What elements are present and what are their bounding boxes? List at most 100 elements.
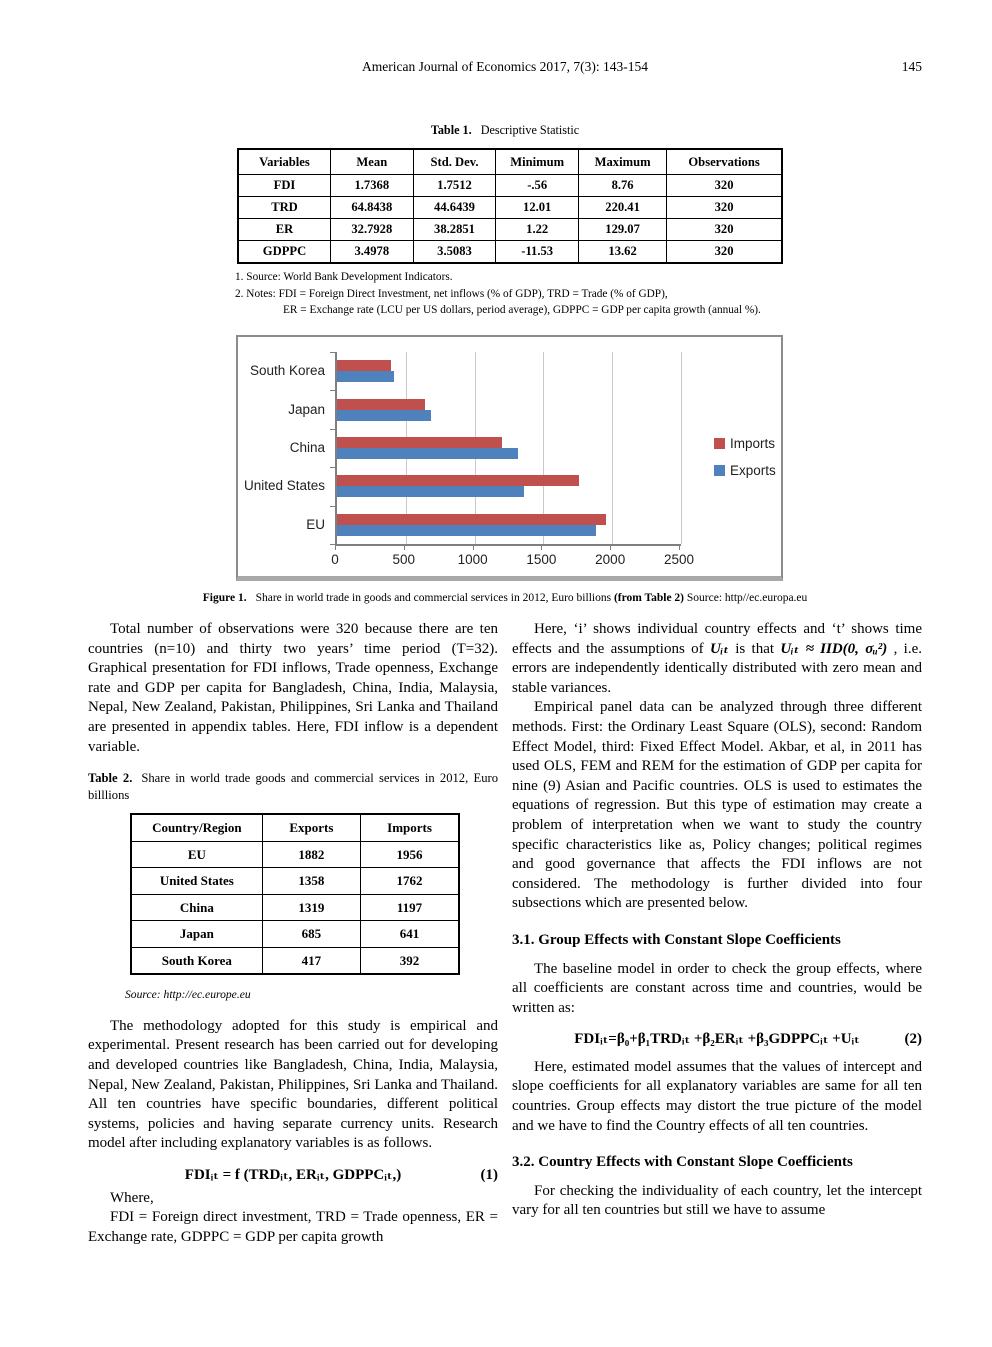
note-line: 1. Source: World Bank Development Indica…	[235, 271, 453, 283]
category-label: EU	[306, 516, 325, 532]
table-row: FDI 1.7368 1.7512 -.56 8.76 320	[237, 174, 783, 197]
table-cell: EU	[130, 840, 263, 869]
table2-caption-text: Share in world trade goods and commercia…	[88, 771, 498, 803]
table-row: China 1319 1197	[130, 893, 460, 922]
equation-2-number: (2)	[904, 1031, 923, 1048]
table-cell: China	[130, 893, 263, 922]
table-cell: 320	[666, 196, 783, 219]
figure1-caption-ref: (from Table 2)	[613, 592, 685, 604]
table1-caption: Table 1. Descriptive Statistic	[88, 123, 922, 138]
table-cell: 1762	[360, 867, 460, 895]
column-header: Imports	[360, 813, 460, 842]
equation-1: FDIᵢₜ = f (TRDᵢₜ, ERᵢₜ, GDPPCᵢₜ,) (1)	[88, 1166, 498, 1186]
x-axis-tick-mark	[472, 544, 474, 550]
x-axis-tick-mark	[541, 544, 543, 550]
legend-item: Exports	[714, 463, 776, 478]
column-header: Mean	[329, 148, 414, 175]
where-text: FDI = Foreign direct investment, TRD = T…	[88, 1209, 498, 1245]
table-cell: 3.5083	[412, 240, 497, 264]
table-cell: 417	[261, 946, 362, 975]
column-header: Minimum	[495, 148, 580, 175]
table-cell: -.56	[495, 174, 580, 197]
bar-imports-eu	[337, 513, 607, 525]
table1-notes: 1. Source: World Bank Development Indica…	[235, 269, 855, 319]
table-cell: 38.2851	[412, 218, 497, 241]
bar-exports-south-korea	[337, 371, 395, 383]
x-axis-tick-mark	[610, 544, 612, 550]
inline-math: Uᵢₜ ≈ IID(0, σᵤ²)	[780, 640, 888, 657]
y-axis-tick-mark	[330, 428, 336, 430]
column-header: Exports	[261, 813, 362, 842]
gridline	[612, 352, 614, 544]
table-cell: FDI	[237, 174, 331, 197]
table-cell: 1.7512	[412, 174, 497, 197]
chart-legend: Imports Exports	[714, 436, 776, 478]
x-axis-tick-label: 500	[392, 552, 416, 567]
right-column: Here, ‘i’ shows individual country effec…	[512, 620, 922, 1221]
column-header: Std. Dev.	[412, 148, 497, 175]
table-cell: 1.7368	[329, 174, 414, 197]
table-cell: 64.8438	[329, 196, 414, 219]
table-cell: 8.76	[578, 174, 668, 197]
table-cell: United States	[130, 867, 263, 895]
category-label: China	[289, 440, 325, 455]
x-axis-tick-mark	[403, 544, 405, 550]
page-header: American Journal of Economics 2017, 7(3)…	[88, 59, 922, 75]
table-cell: Japan	[130, 920, 263, 948]
table-cell: 1197	[360, 893, 460, 922]
table-row: TRD 64.8438 44.6439 12.01 220.41 320	[237, 196, 783, 219]
table-cell: 1882	[261, 840, 362, 869]
table-cell: 220.41	[578, 196, 668, 219]
note-line: 2. Notes: FDI = Foreign Direct Investmen…	[235, 287, 668, 300]
chart-x-axis-labels: 0 500 1000 1500 2000 2500	[331, 552, 694, 572]
page-number: 145	[901, 59, 922, 74]
paragraph: Here, ‘i’ shows individual country effec…	[512, 620, 922, 698]
paragraph-text: is that	[728, 640, 781, 657]
column-header: Maximum	[578, 148, 668, 175]
chart-category-labels: South Korea Japan China United States EU	[238, 352, 329, 544]
paragraph: The methodology adopted for this study i…	[88, 1017, 498, 1152]
table-cell: 32.7928	[329, 218, 414, 241]
x-axis-tick-label: 2000	[595, 552, 626, 567]
paragraph: The baseline model in order to check the…	[512, 960, 922, 1016]
paragraph: Empirical panel data can be analyzed thr…	[512, 699, 922, 912]
paragraph: Here, estimated model assumes that the v…	[512, 1058, 922, 1134]
x-axis-tick-mark	[679, 544, 680, 550]
table2-header-row: Country/Region Exports Imports	[130, 813, 460, 842]
equation-2: FDIᵢₜ=β₀+β₁TRDᵢₜ +β₂ERᵢₜ +β₃GDPPCᵢₜ +Uᵢₜ…	[512, 1030, 922, 1050]
table-cell: 1.22	[495, 218, 580, 241]
gridline	[681, 352, 682, 544]
paragraph-text: , i.e. errors are independently identica…	[512, 640, 922, 696]
inline-math: Uᵢₜ	[709, 640, 729, 657]
figure1-chart: South Korea Japan China United States EU 0 50…	[236, 335, 783, 581]
y-axis-tick-mark	[330, 544, 336, 545]
column-header: Observations	[666, 148, 783, 175]
where-label: Where,	[110, 1189, 154, 1206]
bar-imports-japan	[337, 398, 426, 410]
legend-label: Imports	[730, 436, 776, 451]
equation-1-number: (1)	[480, 1166, 499, 1183]
table2-caption-label: Table 2.	[88, 771, 133, 786]
category-label: Japan	[288, 401, 325, 417]
left-column: Total number of observations were 320 be…	[88, 620, 498, 1247]
x-axis-tick-mark	[335, 544, 336, 550]
table1: Variables Mean Std. Dev. Minimum Maximum Obse…	[237, 148, 783, 264]
legend-swatch-icon	[714, 465, 725, 476]
legend-item: Imports	[714, 436, 776, 451]
paragraph-text: Here, ‘i’ shows individual country effec…	[512, 621, 922, 657]
bar-imports-south-korea	[337, 360, 391, 372]
table1-header-row: Variables Mean Std. Dev. Minimum Maximum Obse…	[237, 148, 783, 175]
table-cell: 1319	[261, 893, 362, 922]
bar-exports-eu	[337, 524, 596, 536]
x-axis-tick-label: 2500	[663, 552, 695, 567]
x-axis-tick-label: 0	[331, 552, 339, 567]
table-cell: -11.53	[495, 240, 580, 264]
bar-exports-china	[337, 448, 519, 459]
table1-body: FDI 1.7368 1.7512 -.56 8.76 320 TRD 64.8438 44.6…	[237, 174, 783, 264]
note-line: ER = Exchange rate (LCU per US dollars, …	[283, 304, 761, 316]
table-row: South Korea 417 392	[130, 946, 460, 975]
table-row: EU 1882 1956	[130, 840, 460, 869]
table-cell: 320	[666, 240, 783, 264]
table-cell: South Korea	[130, 946, 263, 975]
